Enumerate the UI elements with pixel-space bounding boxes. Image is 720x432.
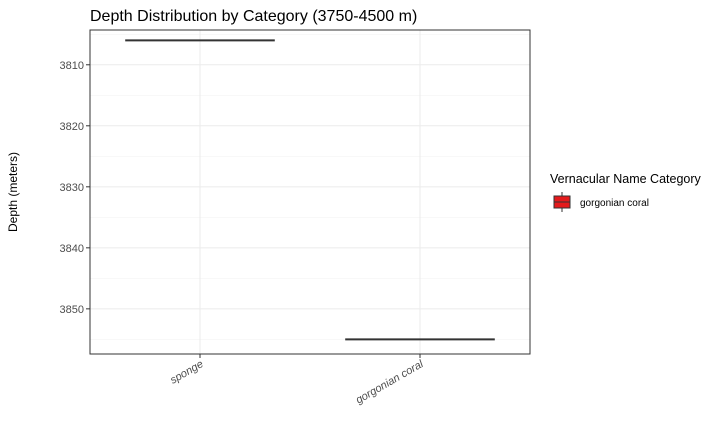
chart-title: Depth Distribution by Category (3750-450…: [90, 8, 417, 25]
legend-title: Vernacular Name Category: [550, 172, 702, 186]
y-tick-label: 3850: [60, 304, 84, 316]
y-tick-label: 3810: [60, 60, 84, 72]
y-tick-label: 3830: [60, 182, 84, 194]
y-tick-label: 3840: [60, 243, 84, 255]
legend: Vernacular Name Category gorgonian coral: [550, 172, 702, 212]
grid-lines: [90, 30, 530, 354]
legend-entries: gorgonian coral: [553, 192, 649, 212]
chart-marks: [125, 39, 495, 341]
legend-key: [553, 192, 571, 212]
legend-entry-label: gorgonian coral: [580, 198, 649, 209]
y-axis: 3810 3820 3830 3840 3850: [60, 60, 90, 316]
panel-border: [89, 29, 531, 355]
y-tick-label: 3820: [60, 121, 84, 133]
y-axis-label: Depth (meters): [6, 152, 20, 232]
